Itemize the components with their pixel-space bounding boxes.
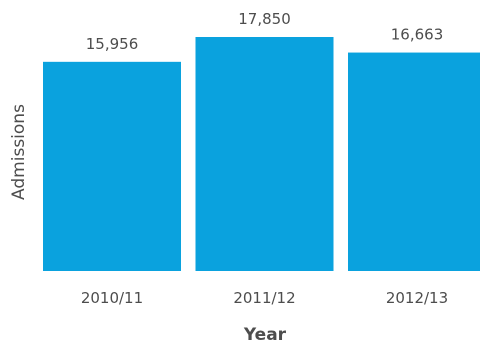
value-label: 15,956 — [86, 35, 139, 53]
x-tick-label: 2011/12 — [233, 289, 295, 307]
bar-2010-11 — [43, 61, 181, 272]
value-label: 17,850 — [238, 10, 291, 28]
value-labels-group: 15,956 17,850 16,663 — [86, 10, 444, 53]
x-tick-labels-group: 2010/11 2011/12 2012/13 — [81, 289, 448, 307]
value-label: 16,663 — [391, 26, 444, 44]
x-tick-label: 2010/11 — [81, 289, 143, 307]
y-axis-title: Admissions — [9, 104, 29, 200]
x-tick-label: 2012/13 — [386, 289, 448, 307]
bars-group — [43, 37, 480, 272]
x-axis-title: Year — [243, 325, 287, 344]
bar-2011-12 — [195, 37, 334, 271]
bar-2012-13 — [348, 52, 480, 272]
